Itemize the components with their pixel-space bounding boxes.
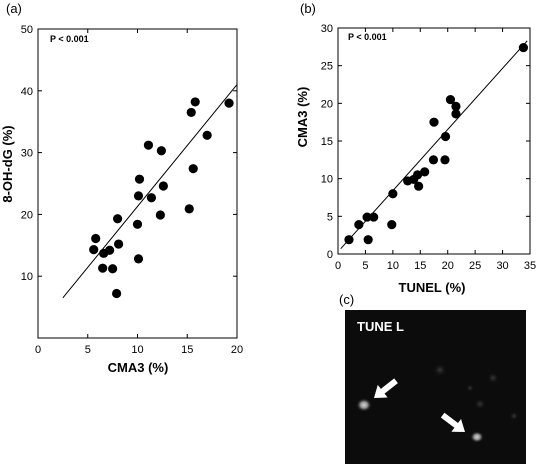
plot-b-xtick-label: 5 bbox=[362, 260, 368, 272]
plot-b-xtick-label: 20 bbox=[442, 260, 454, 272]
micrograph-faint-cell bbox=[466, 384, 474, 392]
micrograph-label: TUNE L bbox=[357, 319, 404, 334]
plot-a-point bbox=[158, 181, 168, 191]
plot-b-point bbox=[387, 220, 397, 230]
plot-a-point bbox=[113, 214, 123, 224]
plot-a-ylabel: 8-OH-dG (%) bbox=[0, 125, 15, 202]
plot-a-point bbox=[190, 97, 200, 107]
plot-a-point bbox=[202, 130, 212, 140]
plot-a-point bbox=[133, 254, 144, 264]
plot-b-xtick-label: 25 bbox=[469, 260, 481, 272]
arrow-icon bbox=[374, 378, 398, 398]
plot-a-point bbox=[89, 245, 99, 255]
plot-a-point bbox=[146, 193, 157, 203]
plot-b-point bbox=[451, 101, 461, 111]
plot-a-point bbox=[108, 264, 118, 274]
plot-a-point bbox=[132, 219, 143, 229]
chart-b: (b) P < 0.001 0 5 10 15 20 25 30 35 0 5 10 15 20 25 30… bbox=[295, 1, 536, 295]
plot-a-point bbox=[91, 233, 101, 244]
plot-a-point bbox=[156, 146, 166, 156]
plot-b-point bbox=[420, 167, 430, 177]
plot-b-point bbox=[414, 181, 424, 191]
plot-a-point bbox=[134, 174, 145, 184]
plot-a-xlabel: CMA3 (%) bbox=[108, 360, 169, 375]
plot-b-ytick-label: 15 bbox=[321, 136, 333, 148]
plot-a-point bbox=[98, 263, 108, 273]
plot-b-point bbox=[388, 189, 398, 199]
micrograph-faint-cell bbox=[433, 363, 447, 377]
plot-b-ytick-label: 0 bbox=[327, 249, 333, 261]
plot-a-ytick-label: 30 bbox=[21, 148, 33, 160]
plot-b-points bbox=[344, 42, 529, 245]
plot-a-ytick-label: 50 bbox=[21, 24, 33, 36]
plot-a-fit-line bbox=[62, 84, 238, 299]
plot-b-point bbox=[445, 94, 456, 105]
plot-b-xtick-label: 0 bbox=[335, 260, 341, 272]
plot-b-point bbox=[451, 109, 461, 119]
plot-a-xtick-label: 5 bbox=[85, 344, 91, 356]
plot-b-ytick-label: 5 bbox=[327, 211, 333, 223]
plot-a-xtick-label: 0 bbox=[35, 344, 41, 356]
plot-b-ytick-label: 25 bbox=[321, 61, 333, 73]
plot-a-ytick-label: 20 bbox=[21, 209, 33, 221]
plot-a-point bbox=[133, 191, 144, 201]
micrograph-faint-cell bbox=[474, 398, 486, 410]
plot-b-point bbox=[369, 212, 379, 222]
plot-b-point bbox=[354, 220, 364, 230]
arrow-icon bbox=[440, 412, 465, 432]
chart-a: (a) P < 0.001 0 5 10 15 20 10 20 30 40 50 CMA3 (%… bbox=[0, 1, 243, 375]
plot-b-pvalue: P < 0.001 bbox=[348, 32, 387, 42]
plot-b-point bbox=[412, 170, 423, 180]
plot-b-ytick-label: 30 bbox=[321, 23, 333, 35]
plot-b-ytick-label: 10 bbox=[321, 174, 333, 186]
plot-a-xtick-label: 20 bbox=[231, 344, 243, 356]
micrograph-panel: (c) TUNE L bbox=[339, 292, 526, 464]
plot-b-ylabel: CMA3 (%) bbox=[295, 87, 310, 148]
plot-b-xtick-label: 30 bbox=[496, 260, 508, 272]
plot-b-point bbox=[440, 155, 450, 165]
micrograph-faint-cell bbox=[509, 411, 519, 421]
plot-a-point bbox=[155, 210, 165, 220]
micrograph-image bbox=[345, 310, 526, 464]
plot-b-point bbox=[362, 212, 372, 222]
plot-a-ticks: 0 5 10 15 20 10 20 30 40 50 bbox=[21, 24, 243, 356]
plot-b-xlabel: TUNEL (%) bbox=[399, 280, 466, 295]
plot-b-xtick-label: 15 bbox=[414, 260, 426, 272]
plot-a-point bbox=[188, 164, 198, 174]
plot-b-point bbox=[518, 42, 529, 53]
plot-a-ytick-label: 40 bbox=[21, 86, 33, 98]
plot-a-pvalue: P < 0.001 bbox=[50, 34, 89, 44]
panel-a-label: (a) bbox=[6, 1, 22, 16]
plot-b-ytick-label: 20 bbox=[321, 98, 333, 110]
plot-b-point bbox=[428, 155, 439, 165]
plot-b-xtick-label: 35 bbox=[524, 260, 536, 272]
plot-a-ytick-label: 10 bbox=[21, 271, 33, 283]
micrograph-apoptotic-cell bbox=[470, 431, 484, 443]
plot-b-fit-line bbox=[340, 40, 528, 250]
plot-b-point bbox=[440, 131, 451, 142]
plot-a-xtick-label: 10 bbox=[131, 344, 143, 356]
plot-a-point bbox=[143, 140, 154, 150]
plot-b-ticks: 0 5 10 15 20 25 30 35 0 5 10 15 20 25 30 bbox=[321, 23, 536, 272]
plot-a-point bbox=[113, 239, 124, 249]
plot-a-point bbox=[112, 288, 122, 299]
plot-a-point bbox=[184, 204, 194, 214]
plot-b-xtick-label: 10 bbox=[387, 260, 399, 272]
plot-a-point bbox=[186, 107, 196, 118]
plot-a-xtick-label: 15 bbox=[181, 344, 193, 356]
plot-b-point bbox=[429, 117, 439, 127]
micrograph-faint-cell bbox=[487, 372, 499, 384]
micrograph-apoptotic-cell bbox=[356, 398, 372, 412]
panel-b-label: (b) bbox=[300, 1, 316, 16]
plot-a-point bbox=[224, 98, 234, 108]
plot-a-points bbox=[89, 97, 234, 299]
plot-b-point bbox=[363, 235, 373, 245]
panel-c-label: (c) bbox=[339, 292, 354, 307]
plot-a-point bbox=[105, 245, 115, 255]
